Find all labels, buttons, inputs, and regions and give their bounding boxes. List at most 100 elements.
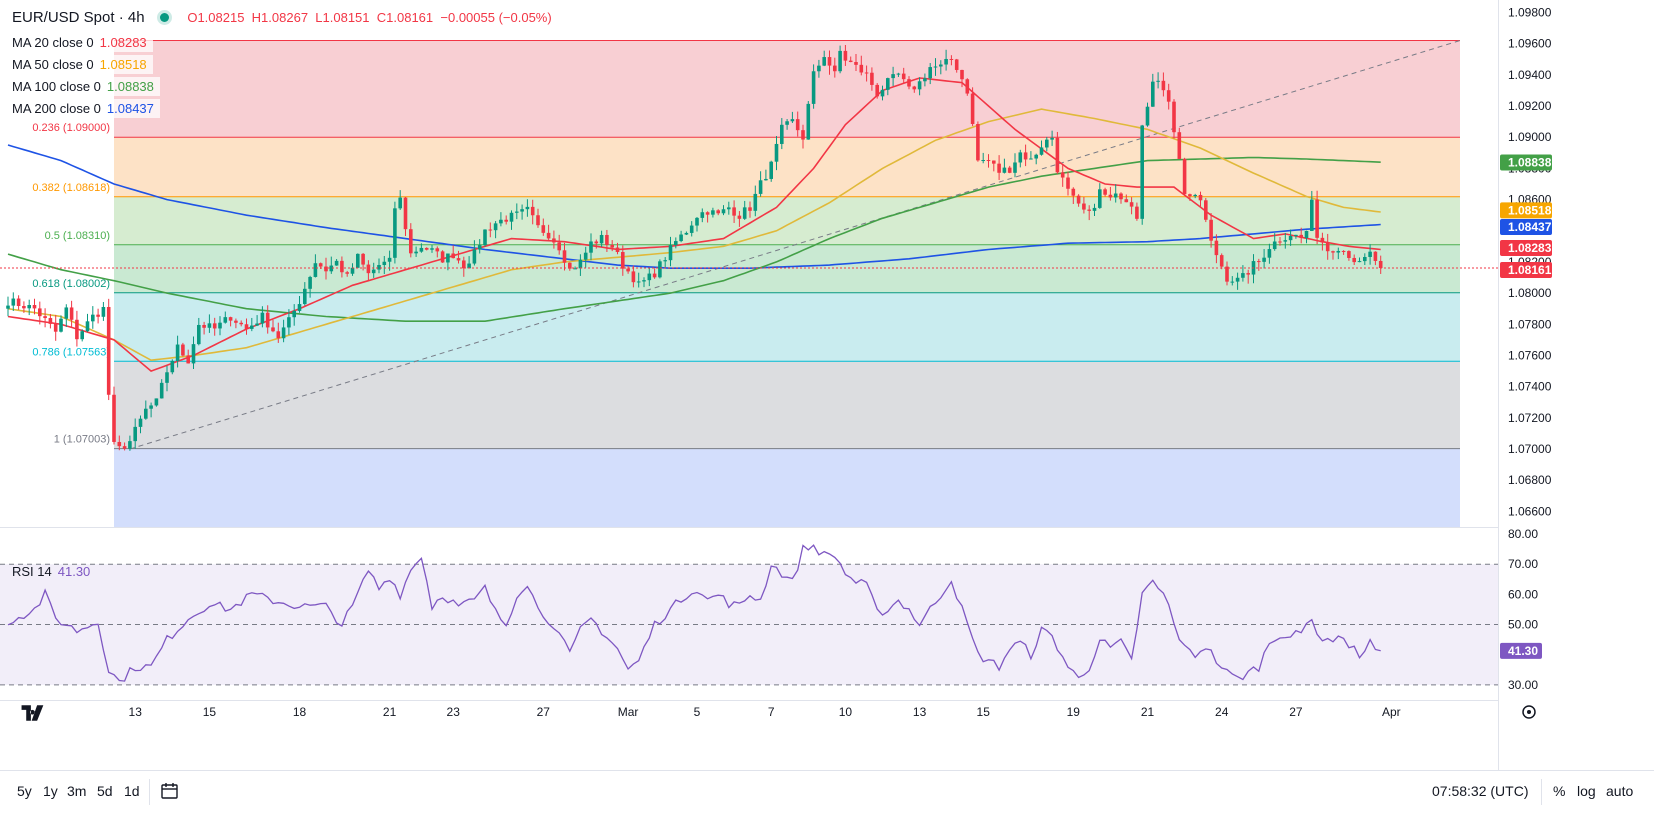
settings-gear-icon[interactable] bbox=[1523, 706, 1535, 718]
candle-body bbox=[441, 251, 445, 262]
candle-body bbox=[118, 442, 122, 446]
range-5y-button[interactable]: 5y bbox=[17, 783, 32, 799]
candle-body bbox=[197, 325, 201, 344]
ohlc-low: L1.08151 bbox=[315, 10, 369, 25]
gear-hub bbox=[1527, 710, 1531, 714]
time-tick-label: 24 bbox=[1215, 705, 1229, 719]
log-scale-toggle[interactable]: log bbox=[1577, 783, 1596, 799]
fib-zone-0.786 bbox=[114, 361, 1460, 448]
symbol-title[interactable]: EUR/USD Spot · 4h bbox=[12, 9, 145, 26]
fib-label-0.382: 0.382 (1.08618) bbox=[32, 182, 110, 194]
candle-body bbox=[202, 325, 206, 328]
candle-body bbox=[65, 307, 69, 318]
candle-body bbox=[822, 57, 826, 66]
candle-body bbox=[133, 427, 137, 441]
candle-body bbox=[960, 70, 964, 79]
rsi-tick-label: 70.00 bbox=[1508, 557, 1538, 571]
ma20-value: 1.08283 bbox=[100, 35, 147, 50]
candle-body bbox=[27, 305, 31, 308]
candle-body bbox=[292, 311, 296, 317]
candle-body bbox=[70, 307, 74, 319]
candle-body bbox=[886, 78, 890, 90]
range-1d-button[interactable]: 1d bbox=[124, 783, 140, 799]
utc-clock[interactable]: 07:58:32 (UTC) bbox=[1432, 783, 1528, 799]
percent-scale-toggle[interactable]: % bbox=[1553, 783, 1565, 799]
candle-body bbox=[658, 261, 662, 277]
candle-body bbox=[451, 253, 455, 258]
candle-body bbox=[849, 61, 853, 62]
tradingview-logo-icon[interactable] bbox=[20, 702, 48, 724]
candle-body bbox=[43, 316, 47, 318]
candle-body bbox=[780, 125, 784, 144]
candle-body bbox=[504, 220, 508, 222]
candle-body bbox=[239, 323, 243, 324]
time-tick-label: Apr bbox=[1382, 705, 1401, 719]
candle-body bbox=[1358, 261, 1362, 262]
candle-body bbox=[112, 395, 116, 442]
ma200-label: MA 200 close 0 bbox=[12, 101, 101, 116]
candle-body bbox=[785, 121, 789, 125]
candle-body bbox=[796, 119, 800, 130]
price-tag-1.08161: 1.08161 bbox=[1500, 262, 1552, 278]
price-tick-label: 1.09600 bbox=[1508, 37, 1552, 51]
candle-body bbox=[1337, 251, 1341, 253]
candle-body bbox=[844, 51, 848, 61]
candle-body bbox=[123, 446, 127, 449]
price-axis[interactable]: 1.098001.096001.094001.092001.090001.088… bbox=[1499, 0, 1553, 770]
candle bbox=[658, 259, 662, 278]
candle-body bbox=[679, 235, 683, 242]
candle-body bbox=[1241, 273, 1245, 278]
candle-body bbox=[1151, 82, 1155, 107]
candle bbox=[155, 398, 159, 406]
range-1y-button[interactable]: 1y bbox=[43, 783, 58, 799]
candle-body bbox=[218, 323, 222, 329]
candle-body bbox=[22, 306, 26, 308]
candle-body bbox=[748, 207, 752, 210]
candle-body bbox=[663, 260, 667, 261]
candle-body bbox=[1008, 168, 1012, 173]
candle-body bbox=[12, 299, 16, 306]
time-tick-label: 15 bbox=[977, 705, 991, 719]
candle-body bbox=[939, 65, 943, 67]
candle-body bbox=[764, 179, 768, 180]
candle-body bbox=[388, 258, 392, 262]
candle-body bbox=[266, 313, 270, 328]
candle-body bbox=[430, 248, 434, 249]
time-tick-label: 7 bbox=[768, 705, 775, 719]
candle-body bbox=[303, 289, 307, 304]
range-3m-button[interactable]: 3m bbox=[67, 783, 86, 799]
candle-body bbox=[1029, 159, 1033, 160]
price-tick-label: 1.07800 bbox=[1508, 317, 1552, 331]
candle-body bbox=[473, 250, 477, 264]
rsi-tag: 41.30 bbox=[1500, 643, 1542, 659]
candle-body bbox=[420, 248, 424, 252]
candle-body bbox=[96, 315, 100, 317]
price-chart[interactable]: 0.236 (1.09000)0.382 (1.08618)0.5 (1.083… bbox=[0, 0, 1654, 770]
candle-body bbox=[605, 235, 609, 245]
candle-body bbox=[298, 304, 302, 311]
candle-body bbox=[1087, 210, 1091, 211]
candle-body bbox=[542, 225, 546, 233]
candle bbox=[1183, 158, 1187, 195]
candle-body bbox=[308, 277, 312, 289]
price-tag-text: 1.08437 bbox=[1508, 220, 1552, 234]
ohlc-open: O1.08215 bbox=[187, 10, 244, 25]
fib-label-1: 1 (1.07003) bbox=[54, 434, 110, 446]
ma200-value: 1.08437 bbox=[107, 101, 154, 116]
candle-body bbox=[801, 130, 805, 139]
candle-body bbox=[1050, 138, 1054, 140]
auto-scale-toggle[interactable]: auto bbox=[1606, 783, 1633, 799]
ma200-legend[interactable]: MA 200 close 0 1.08437 bbox=[6, 99, 160, 118]
range-5d-button[interactable]: 5d bbox=[97, 783, 113, 799]
time-tick-label: 19 bbox=[1067, 705, 1081, 719]
candle-body bbox=[711, 210, 715, 214]
date-range-icon[interactable] bbox=[160, 781, 180, 801]
candle bbox=[1178, 128, 1182, 159]
candle-body bbox=[1268, 249, 1272, 258]
candle-body bbox=[107, 307, 111, 395]
